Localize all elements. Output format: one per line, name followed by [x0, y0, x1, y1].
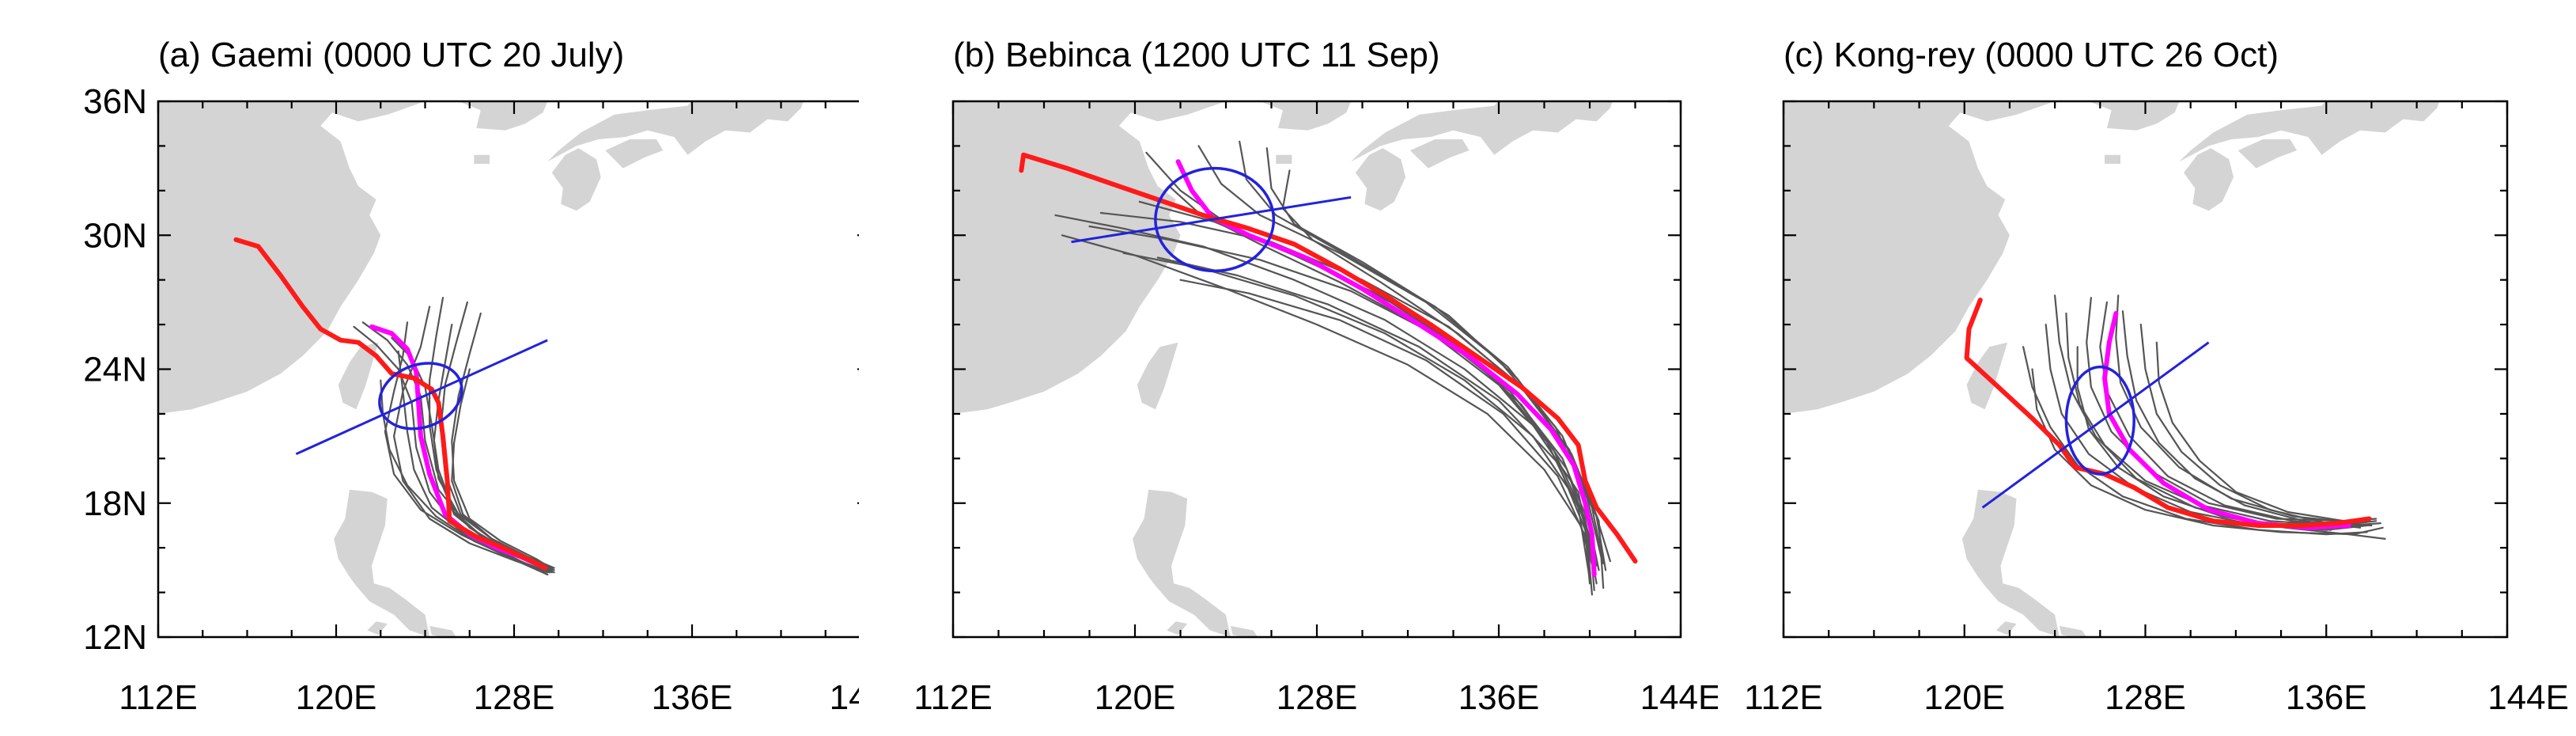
land-mass	[338, 342, 379, 410]
lon-tick-label: 136E	[2286, 678, 2367, 717]
map-panel-b: 112E 120E 128E 136E 144E (b) Bebinca (1200 UT…	[914, 36, 1718, 717]
ensemble-member-track	[1061, 234, 1595, 574]
land-mass	[1112, 101, 1352, 131]
land-mass	[2179, 101, 2440, 162]
ensemble-member-track	[2022, 346, 2368, 536]
land-mass	[551, 148, 601, 211]
land-mass	[334, 489, 430, 637]
lat-tick-label: 18N	[83, 484, 147, 523]
ensemble-member-track	[1179, 279, 1594, 596]
lon-tick-label: 144E	[1640, 678, 1718, 717]
ensemble-member-track	[2155, 341, 2377, 522]
lon-tick-label: 128E	[1277, 678, 1358, 717]
map-area	[953, 101, 1638, 637]
lat-tick-label: 30N	[83, 216, 147, 255]
panel-title: (c) Kong-rey (0000 UTC 26 Oct)	[1784, 36, 2279, 74]
lon-tick-label: 136E	[652, 678, 733, 717]
best-track	[1019, 152, 1638, 564]
spread-ellipse	[1154, 166, 1276, 273]
ensemble-member-track	[397, 350, 549, 574]
ensemble-member-track	[2076, 346, 2386, 541]
land-mass	[1133, 489, 1231, 637]
land-mass	[1784, 101, 2010, 414]
lon-tick-label: 128E	[2105, 678, 2186, 717]
lon-tick-label: 144E	[2487, 678, 2569, 717]
spread-axis-line	[295, 339, 548, 456]
panel-b: 112E 120E 128E 136E 144E (b) Bebinca (1200 UT…	[859, 0, 1718, 736]
best-track	[1964, 298, 2372, 528]
ensemble-member-track	[1281, 169, 1605, 590]
land-mass	[1942, 101, 2180, 131]
ensemble-member-track	[1099, 211, 1612, 563]
spread-ellipse	[378, 362, 463, 431]
ensemble-member-track	[1168, 185, 1598, 585]
panel-c: 112E 120E 128E 136E 144E (c) Kong-rey (0000 U…	[1718, 0, 2576, 736]
panel-a: 112E 120E 128E 136E 144E 36N 30N 24N 18N 12N (a) G…	[0, 0, 859, 736]
lon-tick-label: 120E	[1095, 678, 1176, 717]
panel-title: (b) Bebinca (1200 UTC 11 Sep)	[953, 36, 1439, 74]
ensemble-member-track	[2121, 310, 2362, 529]
ensemble-member-track	[1156, 256, 1591, 585]
land-mass	[1276, 154, 1292, 164]
ensemble-member-track	[1197, 145, 1602, 558]
spread-ellipse	[2064, 365, 2135, 476]
land-mass	[547, 101, 804, 162]
lon-tick-label: 112E	[1744, 678, 1823, 717]
land-mass	[1995, 621, 2017, 635]
lat-tick-label: 12N	[83, 618, 147, 657]
spread-axis-line	[1071, 195, 1352, 244]
lon-tick-label: 136E	[1458, 678, 1540, 717]
land-mass	[313, 101, 548, 131]
lon-tick-label: 112E	[119, 678, 198, 717]
land-mass	[605, 139, 664, 169]
land-mass	[429, 625, 456, 637]
ensemble-member-track	[1239, 140, 1605, 565]
map-area	[158, 101, 804, 637]
land-mass	[367, 621, 388, 635]
lon-tick-label: 120E	[296, 678, 377, 717]
map-panel-c: 112E 120E 128E 136E 144E (c) Kong-rey (0000 U…	[1744, 36, 2569, 717]
land-mass	[953, 101, 1181, 414]
spread-axis-line	[1981, 341, 2210, 509]
ensemble-member-track	[380, 379, 551, 574]
lon-tick-label: 112E	[914, 678, 993, 717]
ensemble-member-track	[451, 312, 555, 571]
land-mass	[2105, 154, 2120, 164]
land-mass	[1230, 625, 1258, 637]
best-track	[233, 237, 548, 571]
ensemble-member-track	[2139, 324, 2373, 527]
land-mass	[2059, 625, 2087, 637]
lat-tick-label: 24N	[83, 351, 147, 389]
land-mass	[2237, 139, 2298, 169]
lon-tick-label: 128E	[474, 678, 555, 717]
panel-title: (a) Gaemi (0000 UTC 20 July)	[158, 36, 624, 74]
land-mass	[1351, 101, 1613, 162]
land-mass	[474, 154, 490, 164]
lon-tick-label: 120E	[1923, 678, 2005, 717]
map-panel-a: 112E 120E 128E 136E 144E 36N 30N 24N 18N 12N (a) G…	[83, 36, 859, 717]
land-mass	[1355, 148, 1406, 211]
ensemble-member-track	[1138, 200, 1595, 591]
ensemble-member-track	[361, 321, 551, 571]
land-mass	[1137, 342, 1178, 410]
map-area	[1784, 101, 2440, 637]
land-mass	[1961, 489, 2060, 637]
lat-tick-label: 36N	[83, 82, 147, 121]
ensemble-mean-track	[1175, 159, 1597, 577]
land-mass	[1167, 621, 1188, 635]
land-mass	[2184, 148, 2234, 211]
ensemble-member-track	[2115, 294, 2359, 525]
land-mass	[1409, 139, 1470, 169]
ensemble-member-track	[428, 297, 553, 574]
lon-tick-label: 144E	[830, 678, 859, 717]
